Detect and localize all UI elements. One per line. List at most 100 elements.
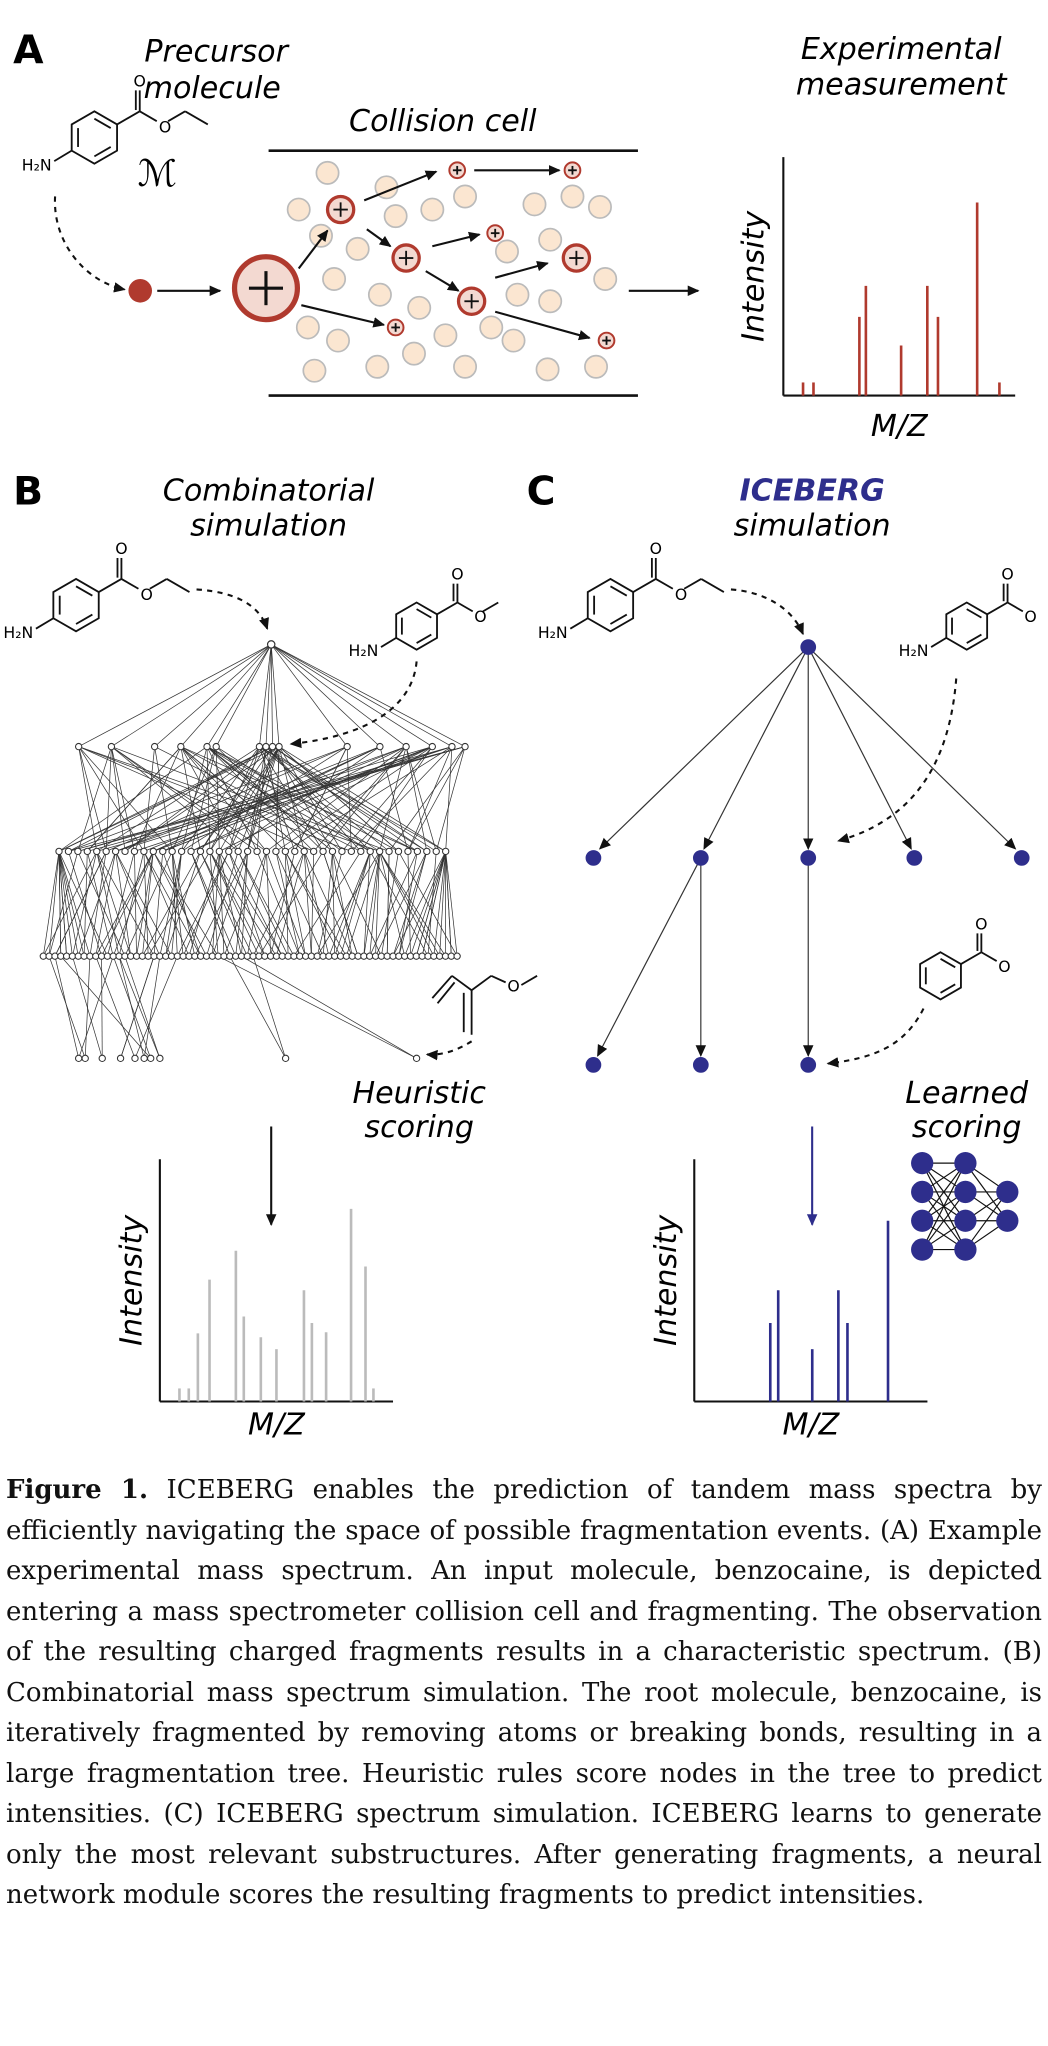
tree-edge bbox=[276, 851, 305, 957]
tree-edge bbox=[209, 851, 219, 957]
tree-edge bbox=[180, 644, 272, 747]
tree-edge bbox=[405, 746, 437, 852]
tree-node bbox=[1013, 850, 1030, 866]
tree-edge bbox=[381, 851, 399, 957]
bond bbox=[93, 146, 112, 158]
atom-label: O bbox=[451, 565, 463, 584]
tree-edge bbox=[427, 851, 437, 957]
tree-edge bbox=[200, 746, 273, 852]
tree-edge bbox=[68, 851, 102, 957]
tree-edge bbox=[180, 746, 305, 852]
tree-edge bbox=[206, 746, 258, 852]
tree-edge bbox=[111, 746, 126, 852]
gas-particle bbox=[420, 197, 445, 222]
bond bbox=[184, 110, 209, 126]
tree-edge bbox=[115, 851, 132, 957]
axis-label: M/Z bbox=[871, 409, 929, 444]
bond bbox=[966, 608, 982, 619]
tree-node bbox=[255, 742, 264, 751]
gas-particle bbox=[433, 323, 458, 348]
tree-node bbox=[404, 847, 412, 856]
tree-edge bbox=[78, 644, 272, 747]
gas-particle bbox=[593, 267, 618, 291]
tree-edge bbox=[78, 746, 98, 852]
network-node bbox=[911, 1209, 934, 1232]
tree-edge bbox=[48, 851, 60, 957]
tree-edge bbox=[284, 851, 306, 957]
tree-edge bbox=[68, 746, 348, 852]
gas-particle bbox=[501, 328, 526, 353]
tree-edge bbox=[78, 746, 107, 852]
tree-edge bbox=[165, 851, 201, 957]
gas-particle bbox=[308, 223, 333, 248]
bond bbox=[655, 578, 674, 590]
label: Learned bbox=[905, 1076, 1029, 1111]
tree-edge bbox=[237, 746, 280, 852]
tree-edge bbox=[219, 746, 433, 852]
bond bbox=[166, 578, 190, 593]
tree-node bbox=[131, 1054, 139, 1063]
tree-edge bbox=[58, 851, 73, 957]
tree-edge bbox=[270, 644, 280, 747]
tree-node bbox=[692, 850, 709, 866]
gas-particle bbox=[560, 184, 585, 209]
tree-edge bbox=[334, 851, 371, 957]
tree-edge bbox=[379, 746, 409, 852]
tree-edge bbox=[78, 746, 314, 852]
dashed-arrow bbox=[730, 588, 804, 636]
tree-edge bbox=[87, 746, 182, 852]
bond bbox=[35, 617, 54, 630]
tree-edge bbox=[278, 746, 343, 852]
tree-node bbox=[149, 847, 157, 856]
dashed-arrow bbox=[837, 678, 958, 844]
tree-edge bbox=[143, 851, 190, 957]
tree-node bbox=[385, 847, 393, 856]
tree-node bbox=[692, 1057, 709, 1073]
bond bbox=[120, 578, 139, 590]
tree-edge bbox=[209, 746, 260, 852]
tree-edge bbox=[206, 746, 418, 852]
bond bbox=[149, 578, 168, 590]
axis-label: Intensity bbox=[649, 1214, 684, 1346]
tree-edge bbox=[328, 851, 371, 957]
dashed-arrow bbox=[54, 196, 126, 293]
panel-label: B bbox=[13, 469, 43, 514]
axis-label: M/Z bbox=[782, 1407, 840, 1442]
tree-node bbox=[98, 1054, 106, 1063]
tree-edge bbox=[270, 644, 407, 747]
tree-node bbox=[366, 847, 374, 856]
tree-edge bbox=[229, 955, 286, 1059]
network-node bbox=[911, 1180, 934, 1204]
bond bbox=[456, 601, 474, 613]
precursor-dot bbox=[128, 278, 153, 303]
tree-edge bbox=[143, 851, 201, 957]
tree-edge bbox=[112, 851, 154, 957]
tree-node bbox=[150, 742, 159, 751]
tree-node bbox=[177, 847, 186, 856]
benzene-ring bbox=[52, 577, 100, 633]
tree-edge bbox=[303, 851, 312, 957]
arrow bbox=[301, 304, 386, 328]
tree-edge bbox=[111, 746, 267, 852]
gas-particle bbox=[345, 236, 370, 261]
tree-edge bbox=[332, 851, 353, 957]
tree-node bbox=[585, 850, 602, 866]
tree-edge bbox=[171, 851, 178, 957]
tree-node bbox=[102, 847, 110, 856]
tree-edge bbox=[58, 746, 280, 852]
tree-edge bbox=[143, 851, 149, 957]
atom-label: O bbox=[650, 539, 662, 558]
tree-edge bbox=[209, 851, 260, 957]
tree-edge bbox=[284, 851, 289, 957]
tree-edge bbox=[228, 851, 283, 957]
tree-edge bbox=[275, 746, 280, 852]
tree-edge bbox=[341, 746, 433, 852]
tree-node bbox=[448, 742, 456, 751]
tree-edge bbox=[96, 851, 155, 957]
tree-edge bbox=[115, 746, 453, 852]
dashed-arrow bbox=[289, 661, 418, 749]
tree-edge bbox=[124, 851, 173, 957]
gas-particle bbox=[367, 282, 392, 307]
tree-node bbox=[81, 1054, 89, 1063]
